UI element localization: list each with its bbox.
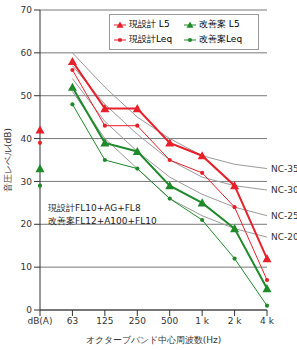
svg-text:20: 20 <box>21 219 33 229</box>
html-text:現設計 L5: 現設計 L5 <box>129 19 170 29</box>
svg-text:500: 500 <box>161 316 178 326</box>
svg-text:63: 63 <box>67 316 78 326</box>
svg-text:125: 125 <box>96 316 113 326</box>
html-text:改善案FL12+A100+FL10: 改善案FL12+A100+FL10 <box>48 216 157 226</box>
html-text:現設計FL10+AG+FL8: 現設計FL10+AG+FL8 <box>48 203 141 213</box>
svg-text:50: 50 <box>21 91 33 101</box>
svg-text:40: 40 <box>21 134 33 144</box>
svg-text:オクターブバンド中心周波数(Hz): オクターブバンド中心周波数(Hz) <box>86 335 222 345</box>
svg-text:60: 60 <box>21 48 33 58</box>
svg-text:NC-20: NC-20 <box>271 232 289 242</box>
svg-text:NC-35: NC-35 <box>271 164 289 174</box>
svg-text:音圧レベル(dB): 音圧レベル(dB) <box>8 128 13 192</box>
svg-text:4 k: 4 k <box>260 316 275 326</box>
svg-text:NC-30: NC-30 <box>271 185 289 195</box>
svg-text:70: 70 <box>21 5 33 15</box>
svg-text:30: 30 <box>21 177 33 187</box>
html-text:改善案Leq: 改善案Leq <box>199 34 243 44</box>
svg-text:10: 10 <box>21 262 33 272</box>
html-text:現設計Leq: 現設計Leq <box>129 34 173 44</box>
svg-text:NC-25: NC-25 <box>271 211 289 221</box>
svg-text:dB(A): dB(A) <box>27 316 52 326</box>
svg-text:0: 0 <box>26 305 32 315</box>
svg-text:250: 250 <box>129 316 146 326</box>
svg-text:2 k: 2 k <box>228 316 243 326</box>
svg-text:1 k: 1 k <box>195 316 210 326</box>
html-text:改善案 L5: 改善案 L5 <box>199 19 240 29</box>
